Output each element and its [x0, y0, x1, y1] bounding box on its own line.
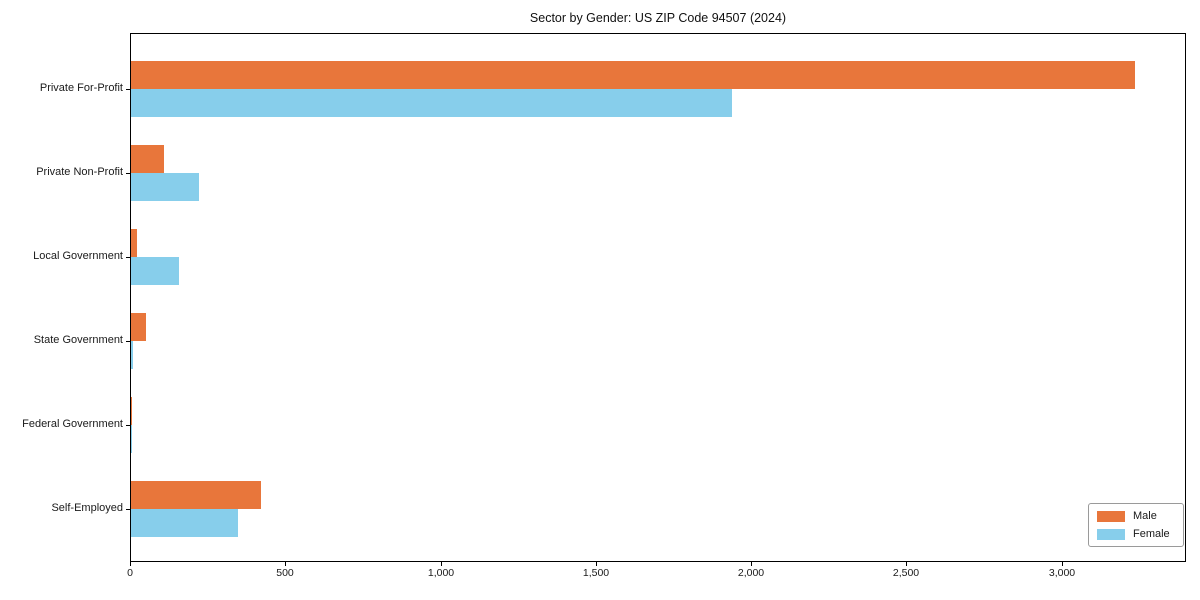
x-axis-tick: [130, 562, 131, 566]
x-axis-tick-label: 0: [127, 567, 133, 579]
bar-male-4: [131, 313, 146, 341]
bar-female-3: [131, 257, 179, 285]
bar-male-6: [131, 481, 261, 509]
y-axis-tick: [126, 257, 130, 258]
bar-female-5: [131, 425, 132, 453]
bar-male-3: [131, 229, 137, 257]
y-axis-tick: [126, 341, 130, 342]
bar-male-1: [131, 61, 1135, 89]
bar-male-5: [131, 397, 132, 425]
y-axis-label: Federal Government: [22, 418, 123, 430]
y-axis-tick: [126, 173, 130, 174]
bar-female-6: [131, 509, 238, 537]
bar-female-4: [131, 341, 133, 369]
x-axis-tick: [441, 562, 442, 566]
y-axis-tick: [126, 509, 130, 510]
y-axis-label: Private Non-Profit: [36, 166, 123, 178]
chart-title: Sector by Gender: US ZIP Code 94507 (202…: [529, 11, 787, 25]
legend: Male Female: [1088, 503, 1184, 547]
x-axis-tick: [1062, 562, 1063, 566]
legend-label: Male: [1133, 510, 1157, 522]
x-axis-tick-label: 1,500: [582, 567, 610, 579]
x-axis-tick: [751, 562, 752, 566]
bar-female-1: [131, 89, 732, 117]
x-axis-tick-label: 1,000: [427, 567, 455, 579]
x-axis-tick-label: 2,000: [737, 567, 765, 579]
legend-entry-male: Male: [1097, 510, 1175, 522]
y-axis-label: Private For-Profit: [39, 82, 123, 94]
y-axis-tick: [126, 89, 130, 90]
y-axis-label: State Government: [33, 334, 123, 346]
x-axis-tick-label: 500: [276, 567, 294, 579]
legend-label: Female: [1133, 528, 1170, 540]
x-axis-tick: [906, 562, 907, 566]
plot-area: [130, 33, 1186, 562]
bar-male-2: [131, 145, 164, 173]
y-axis-label: Local Government: [33, 250, 123, 262]
legend-swatch-female: [1097, 528, 1125, 540]
bar-female-2: [131, 173, 199, 201]
y-axis-label: Self-Employed: [51, 502, 123, 514]
x-axis-tick-label: 2,500: [892, 567, 920, 579]
y-axis-tick: [126, 425, 130, 426]
legend-entry-female: Female: [1097, 528, 1175, 540]
x-axis-tick-label: 3,000: [1048, 567, 1076, 579]
x-axis-tick: [596, 562, 597, 566]
x-axis-tick: [285, 562, 286, 566]
legend-swatch-male: [1097, 510, 1125, 522]
